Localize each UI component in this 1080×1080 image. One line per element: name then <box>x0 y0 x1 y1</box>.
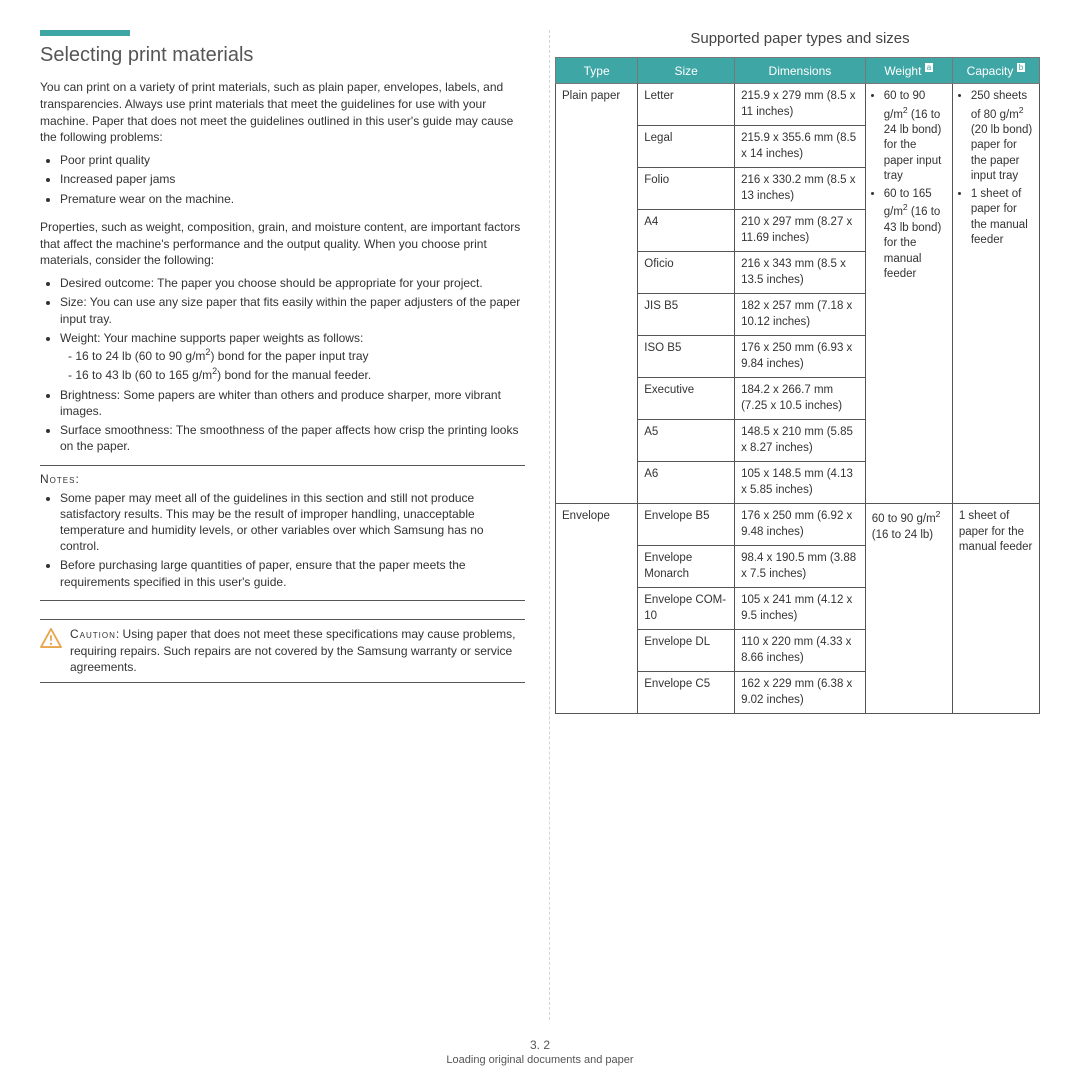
th-weight-label: Weight <box>884 64 921 78</box>
footer-text: Loading original documents and paper <box>0 1054 1080 1066</box>
cell-capacity: 1 sheet of paper for the manual feeder <box>952 504 1039 714</box>
cell-size: Envelope DL <box>638 630 735 672</box>
cell-size: ISO B5 <box>638 336 735 378</box>
page-footer: 3. 2 Loading original documents and pape… <box>0 1038 1080 1066</box>
th-size: Size <box>638 58 735 84</box>
accent-bar <box>40 30 130 36</box>
cell-dim: 98.4 x 190.5 mm (3.88 x 7.5 inches) <box>735 546 866 588</box>
cell-dim: 110 x 220 mm (4.33 x 8.66 inches) <box>735 630 866 672</box>
th-capacity-label: Capacity <box>967 64 1014 78</box>
weight-item: 60 to 90 g/m2 (16 to 24 lb bond) for the… <box>884 89 946 185</box>
cell-size: Envelope COM-10 <box>638 588 735 630</box>
cell-dim: 216 x 343 mm (8.5 x 13.5 inches) <box>735 252 866 294</box>
cell-size: A4 <box>638 210 735 252</box>
cell-dim: 184.2 x 266.7 mm (7.25 x 10.5 inches) <box>735 378 866 420</box>
cell-dim: 176 x 250 mm (6.93 x 9.84 inches) <box>735 336 866 378</box>
left-column: Selecting print materials You can print … <box>40 30 525 714</box>
cell-dim: 148.5 x 210 mm (5.85 x 8.27 inches) <box>735 420 866 462</box>
cell-size: Folio <box>638 168 735 210</box>
cell-size: Envelope C5 <box>638 672 735 714</box>
divider <box>40 465 525 466</box>
page-number: 3. 2 <box>0 1038 1080 1052</box>
table-title: Supported paper types and sizes <box>560 30 1040 47</box>
page-content: Selecting print materials You can print … <box>0 0 1080 734</box>
caution-label: Caution <box>70 627 116 641</box>
cell-dim: 215.9 x 279 mm (8.5 x 11 inches) <box>735 84 866 126</box>
list-item: Poor print quality <box>60 152 525 168</box>
list-item: Some paper may meet all of the guideline… <box>60 490 525 555</box>
cell-dim: 176 x 250 mm (6.92 x 9.48 inches) <box>735 504 866 546</box>
column-separator <box>549 30 550 1020</box>
cell-size: Letter <box>638 84 735 126</box>
list-item: Brightness: Some papers are whiter than … <box>60 387 525 419</box>
caution-body: : Using paper that does not meet these s… <box>70 627 515 675</box>
cell-size: Executive <box>638 378 735 420</box>
table-row: Envelope Envelope B5 176 x 250 mm (6.92 … <box>556 504 1040 546</box>
caution-text: Caution: Using paper that does not meet … <box>70 626 525 676</box>
th-type: Type <box>556 58 638 84</box>
th-capacity: Capacity b <box>952 58 1039 84</box>
table-row: Plain paper Letter 215.9 x 279 mm (8.5 x… <box>556 84 1040 126</box>
cell-size: A6 <box>638 462 735 504</box>
list-item: Size: You can use any size paper that fi… <box>60 294 525 326</box>
cell-capacity: 250 sheets of 80 g/m2 (20 lb bond) paper… <box>952 84 1039 504</box>
problems-list: Poor print quality Increased paper jams … <box>40 152 525 207</box>
right-column: Supported paper types and sizes Type Siz… <box>555 30 1040 714</box>
weight-sub-1: - 16 to 24 lb (60 to 90 g/m2) bond for t… <box>68 346 525 365</box>
paper-table: Type Size Dimensions Weight a Capacity b… <box>555 57 1040 714</box>
notes-label: Notes: <box>40 472 80 486</box>
cell-weight: 60 to 90 g/m2 (16 to 24 lb bond) for the… <box>865 84 952 504</box>
cell-size: A5 <box>638 420 735 462</box>
properties-paragraph: Properties, such as weight, composition,… <box>40 219 525 269</box>
cell-weight: 60 to 90 g/m2 (16 to 24 lb) <box>865 504 952 714</box>
capacity-item: 1 sheet of paper for the manual feeder <box>971 187 1033 249</box>
list-item: Before purchasing large quantities of pa… <box>60 557 525 589</box>
cell-size: Envelope B5 <box>638 504 735 546</box>
cell-dim: 210 x 297 mm (8.27 x 11.69 inches) <box>735 210 866 252</box>
divider <box>40 600 525 601</box>
list-item: Surface smoothness: The smoothness of th… <box>60 422 525 454</box>
list-item: Increased paper jams <box>60 171 525 187</box>
weight-item: 60 to 165 g/m2 (16 to 43 lb bond) for th… <box>884 187 946 283</box>
cell-dim: 105 x 148.5 mm (4.13 x 5.85 inches) <box>735 462 866 504</box>
cell-size: Legal <box>638 126 735 168</box>
cell-type: Envelope <box>556 504 638 714</box>
cell-size: JIS B5 <box>638 294 735 336</box>
cell-size: Oficio <box>638 252 735 294</box>
warning-icon <box>40 628 62 648</box>
cell-size: Envelope Monarch <box>638 546 735 588</box>
list-item: Premature wear on the machine. <box>60 191 525 207</box>
weight-line: Weight: Your machine supports paper weig… <box>60 331 363 345</box>
table-header-row: Type Size Dimensions Weight a Capacity b <box>556 58 1040 84</box>
notes-list: Some paper may meet all of the guideline… <box>40 490 525 590</box>
considerations-list: Desired outcome: The paper you choose sh… <box>40 275 525 455</box>
th-dimensions: Dimensions <box>735 58 866 84</box>
cell-dim: 182 x 257 mm (7.18 x 10.12 inches) <box>735 294 866 336</box>
caution-box: Caution: Using paper that does not meet … <box>40 619 525 683</box>
cell-dim: 215.9 x 355.6 mm (8.5 x 14 inches) <box>735 126 866 168</box>
th-weight: Weight a <box>865 58 952 84</box>
cell-type: Plain paper <box>556 84 638 504</box>
cell-dim: 105 x 241 mm (4.12 x 9.5 inches) <box>735 588 866 630</box>
intro-paragraph: You can print on a variety of print mate… <box>40 79 525 146</box>
section-title: Selecting print materials <box>40 44 525 67</box>
cell-dim: 162 x 229 mm (6.38 x 9.02 inches) <box>735 672 866 714</box>
cell-dim: 216 x 330.2 mm (8.5 x 13 inches) <box>735 168 866 210</box>
weight-sub-2: - 16 to 43 lb (60 to 165 g/m2) bond for … <box>68 365 525 384</box>
list-item: Weight: Your machine supports paper weig… <box>60 330 525 384</box>
capacity-item: 250 sheets of 80 g/m2 (20 lb bond) paper… <box>971 89 1033 185</box>
list-item: Desired outcome: The paper you choose sh… <box>60 275 525 291</box>
